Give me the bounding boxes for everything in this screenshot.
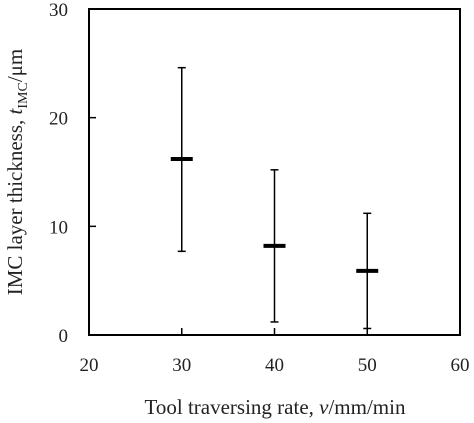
data-marks <box>170 66 379 330</box>
y-tick-label: 10 <box>49 217 68 238</box>
x-tick-label: 50 <box>358 355 377 376</box>
x-tick-label: 30 <box>172 355 191 376</box>
y-tick-label: 0 <box>59 326 69 347</box>
y-axis-label: IMC layer thickness, tIMC/μm <box>3 49 31 296</box>
x-tick-label: 60 <box>451 355 470 376</box>
y-tick-label: 30 <box>49 0 68 21</box>
x-axis-ticks: 20 30 40 50 60 <box>80 328 470 376</box>
y-tick-label: 20 <box>49 109 68 130</box>
x-axis-label: Tool traversing rate, v/mm/min <box>145 395 406 419</box>
x-tick-label: 20 <box>80 355 99 376</box>
y-axis-ticks: 0 10 20 30 <box>49 0 96 347</box>
x-tick-label: 40 <box>265 355 284 376</box>
